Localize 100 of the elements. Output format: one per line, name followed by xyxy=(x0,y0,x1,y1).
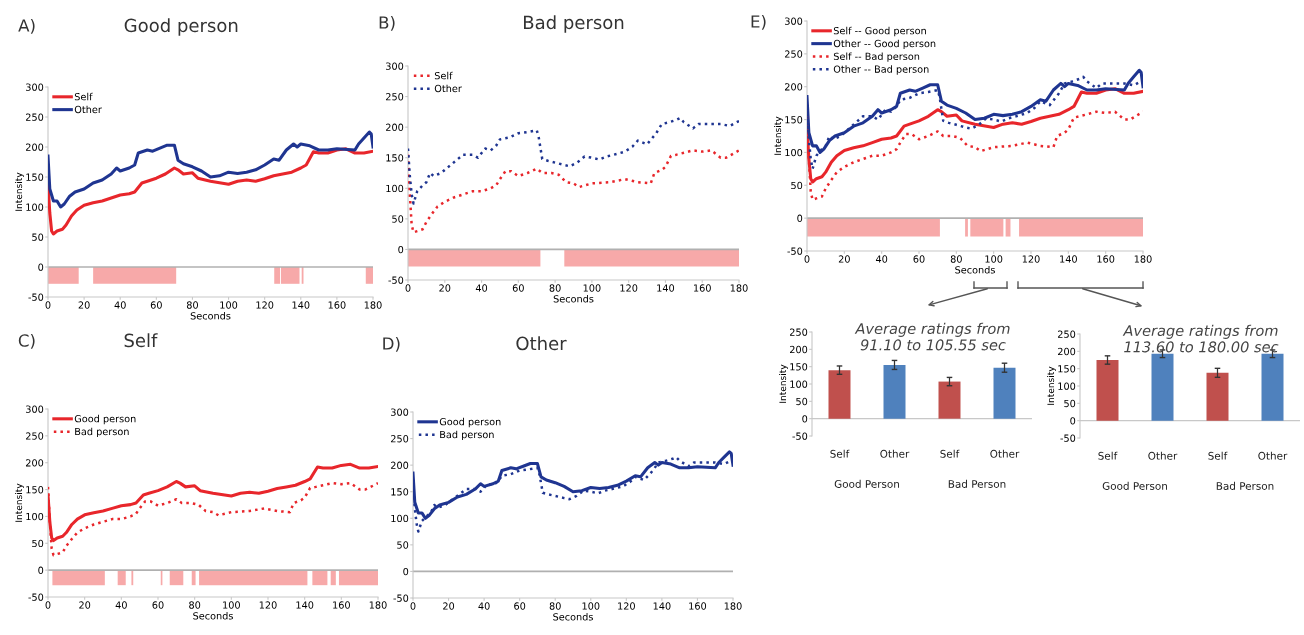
line-series xyxy=(48,147,373,236)
y-tick-label: 200 xyxy=(1057,347,1076,356)
x-tick-label: 160 xyxy=(694,284,711,292)
y-tick-label: 50 xyxy=(1064,399,1076,408)
y-tick-label: 250 xyxy=(25,432,44,440)
x-tick-label: 20 xyxy=(838,255,850,263)
x-tick-label: 20 xyxy=(443,602,455,610)
x-tick-label: 100 xyxy=(985,255,1003,263)
bar xyxy=(1261,353,1284,421)
y-tick-label: 0 xyxy=(38,566,44,574)
y-axis-title: Intensity xyxy=(1047,366,1056,405)
x-tick-label: 120 xyxy=(259,601,277,609)
x-tick-label: Other xyxy=(990,449,1020,458)
x-tick-label: 100 xyxy=(582,602,600,610)
y-tick-label: 200 xyxy=(390,461,409,469)
x-tick-label: 140 xyxy=(653,602,671,610)
y-tick-label: 100 xyxy=(785,148,803,157)
y-tick-label: 0 xyxy=(797,214,803,222)
x-tick-label: 180 xyxy=(724,602,742,610)
legend-label: Self -- Good person xyxy=(833,26,926,37)
x-tick-label: 80 xyxy=(549,284,561,292)
y-tick-label: 200 xyxy=(784,83,803,91)
chart-title: Other xyxy=(516,336,567,351)
x-tick-label: 140 xyxy=(296,601,314,609)
y-tick-label: -50 xyxy=(388,276,404,284)
x-tick-label: 120 xyxy=(256,301,274,309)
x-axis-title: Seconds xyxy=(553,294,594,303)
y-tick-label: 150 xyxy=(1058,365,1076,373)
chart-title: Average ratings from 91.10 to 105.55 sec xyxy=(854,322,1010,351)
text: A) xyxy=(18,18,35,34)
y-tick-label: 150 xyxy=(785,116,803,124)
y-tick-label: 100 xyxy=(386,184,404,193)
x-tick-label: Other xyxy=(880,449,910,458)
x-tick-label: 160 xyxy=(689,602,707,610)
y-tick-label: 50 xyxy=(32,539,44,548)
x-axis-title: Seconds xyxy=(190,311,231,320)
y-tick-label: 150 xyxy=(391,488,409,496)
x-tick-label: 20 xyxy=(439,284,451,292)
x-tick-label: Self xyxy=(940,449,960,458)
x-tick-label: 180 xyxy=(364,301,382,309)
x-tick-label: 0 xyxy=(45,601,51,609)
x-tick-label: 160 xyxy=(328,301,346,309)
x-tick-label: 20 xyxy=(79,601,91,609)
legend-label: Self xyxy=(434,71,453,80)
x-tick-label: 100 xyxy=(220,301,238,309)
x-tick-label: Self xyxy=(1098,451,1118,460)
y-tick-label: 250 xyxy=(25,113,44,121)
y-tick-label: 200 xyxy=(789,345,808,354)
y-tick-label: 250 xyxy=(784,50,803,58)
y-tick-label: 100 xyxy=(790,380,808,388)
x-tick-label: 80 xyxy=(549,602,561,610)
x-tick-label: 160 xyxy=(1097,255,1115,263)
y-tick-label: -50 xyxy=(28,293,44,301)
y-tick-label: 250 xyxy=(1057,330,1076,338)
text: C) xyxy=(18,333,35,349)
legend-label: Bad person xyxy=(440,430,494,441)
x-tick-label: 40 xyxy=(875,255,888,263)
y-tick-label: 150 xyxy=(26,173,44,181)
y-tick-label: 300 xyxy=(386,62,404,70)
x-tick-label: 180 xyxy=(369,601,387,609)
y-tick-label: 300 xyxy=(26,405,44,413)
y-tick-label: 100 xyxy=(1058,382,1076,390)
y-tick-label: 0 xyxy=(403,567,409,576)
legend-label: Other xyxy=(74,105,102,114)
y-tick-label: -50 xyxy=(1060,434,1076,442)
legend-label: Self xyxy=(74,92,93,101)
x-tick-label: 60 xyxy=(913,255,925,263)
y-tick-label: 150 xyxy=(26,486,44,494)
x-tick-label: 180 xyxy=(1134,255,1152,263)
bar xyxy=(1096,360,1119,421)
x-tick-label: 80 xyxy=(186,301,198,309)
x-tick-label: 140 xyxy=(1060,255,1077,263)
bar xyxy=(938,381,961,419)
x-tick-label: 40 xyxy=(115,601,127,609)
y-axis-title: Intensity xyxy=(15,483,24,522)
x-tick-label: 140 xyxy=(657,284,675,292)
y-axis-title: Intensity xyxy=(779,364,788,403)
text: Bad Person xyxy=(1216,481,1274,490)
y-tick-label: 0 xyxy=(38,263,44,271)
x-tick-label: 0 xyxy=(45,301,51,309)
y-tick-label: 250 xyxy=(789,328,808,336)
y-tick-label: 200 xyxy=(25,143,44,151)
y-tick-label: 300 xyxy=(391,408,409,416)
y-tick-label: -50 xyxy=(28,593,44,601)
text: B) xyxy=(379,15,395,31)
x-tick-label: 60 xyxy=(512,284,524,292)
chart-title: Good person xyxy=(124,18,238,36)
x-tick-label: 40 xyxy=(114,301,126,309)
x-tick-label: 80 xyxy=(189,601,201,609)
legend-label: Bad person xyxy=(75,427,129,438)
line-series xyxy=(48,130,373,209)
y-tick-label: -50 xyxy=(792,432,808,440)
chart-title: Bad person xyxy=(524,15,624,33)
line-series xyxy=(408,149,739,234)
x-tick-label: 80 xyxy=(950,255,962,263)
x-axis-title: Seconds xyxy=(553,612,593,621)
x-tick-label: Other xyxy=(1258,451,1288,460)
bar xyxy=(1206,372,1229,421)
legend-label: Other -- Good person xyxy=(833,39,936,50)
x-tick-label: 40 xyxy=(475,284,488,292)
